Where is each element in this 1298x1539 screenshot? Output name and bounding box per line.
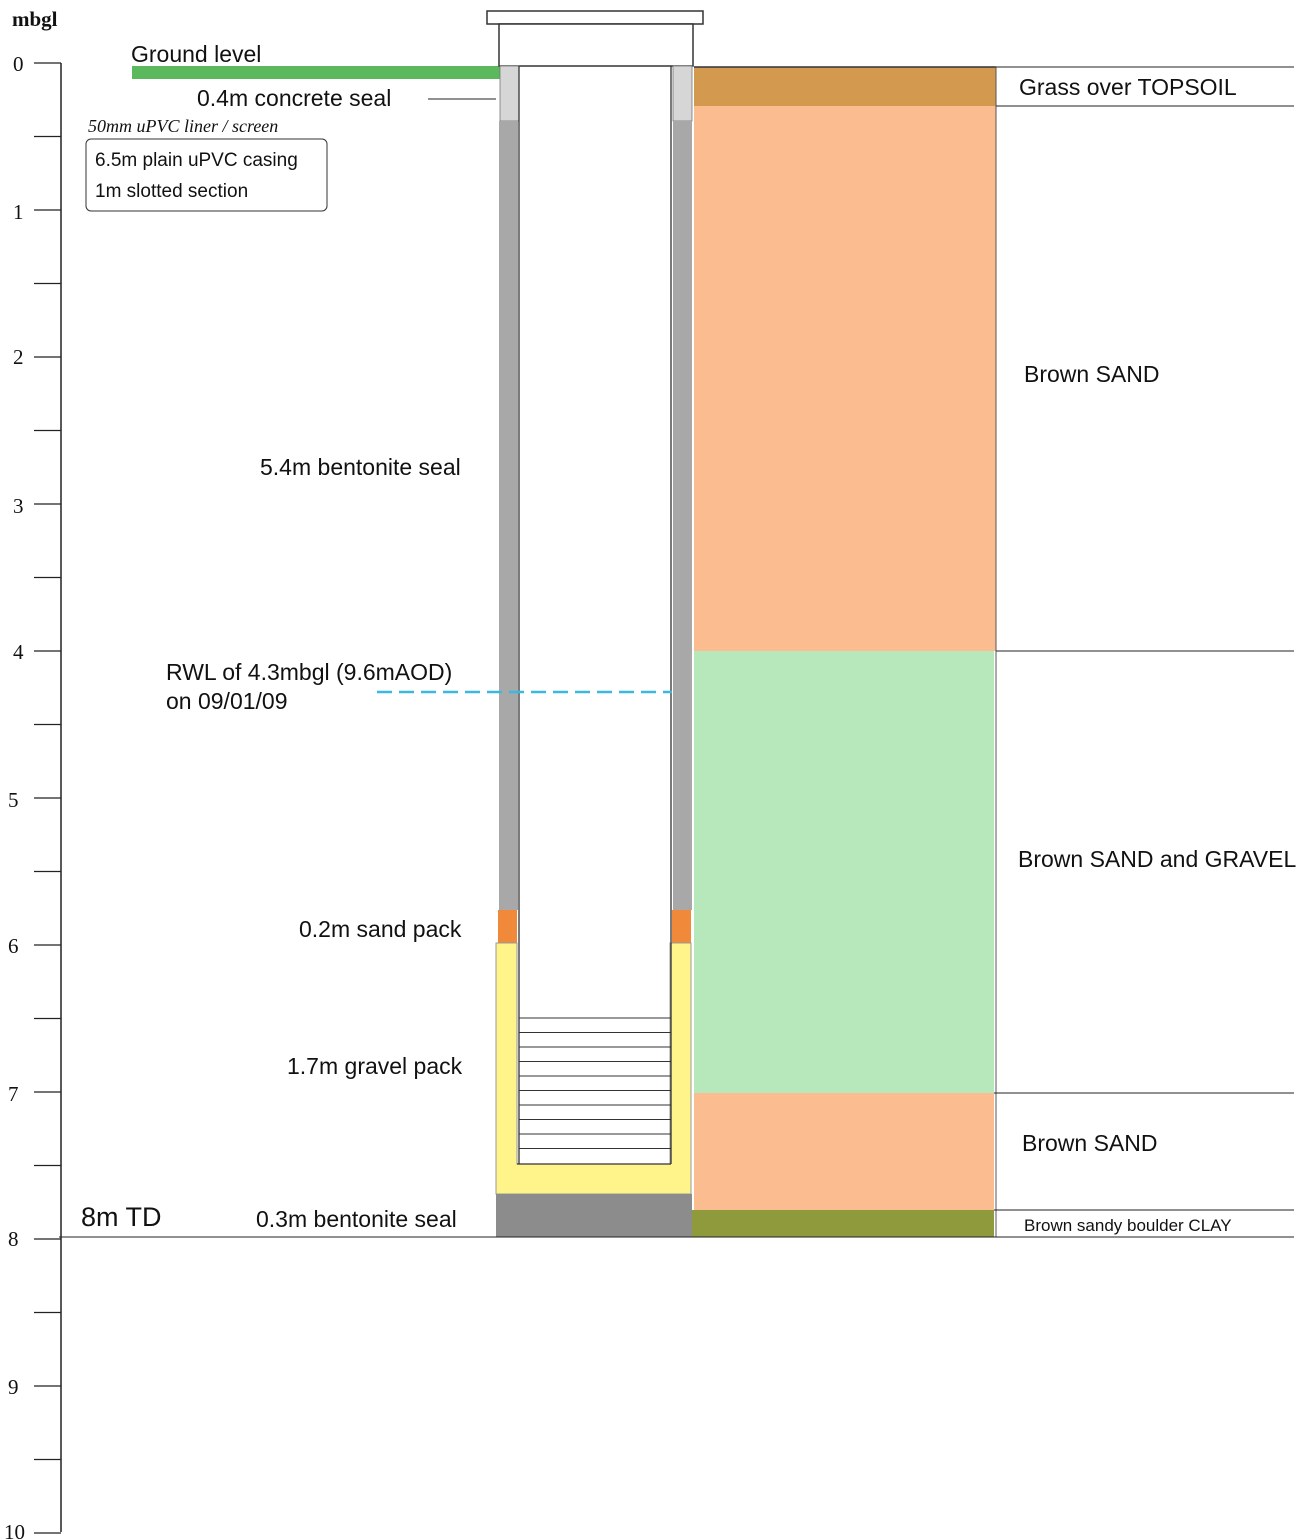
axis-unit-label: mbgl [12,7,58,31]
well-headworks [486,10,704,67]
slotted-screen [519,1017,671,1150]
strata-boundaries [994,66,1294,1211]
bentonite-seal-label: 5.4m bentonite seal [260,454,461,480]
gravel-pack [495,942,692,1195]
axis-tick-label: 0 [13,52,24,76]
axis-ticks [34,62,61,1534]
concrete-seal-label: 0.4m concrete seal [197,85,391,111]
axis-tick-label: 1 [13,200,24,224]
strata-column [692,66,997,1237]
ground-level-label: Ground level [131,41,261,67]
bentonite-seal-right [673,121,692,910]
concrete-seal-left [499,65,520,122]
stratum-topsoil [694,67,996,106]
stratum-boulder-clay [692,1210,994,1237]
stratum-label: Brown SAND [1022,1130,1157,1156]
casing-info-box [85,138,328,212]
casing-label: 6.5m plain uPVC casing [95,150,298,171]
axis-tick-label: 4 [13,640,24,664]
axis-tick-label: 5 [8,788,19,812]
sand-pack-right [672,910,691,943]
well-casing [517,66,672,1165]
strata-labels: Grass over TOPSOIL Brown SAND Brown SAND… [1018,74,1296,1235]
axis-labels: 0 1 2 3 4 5 6 7 8 9 10 [4,52,25,1539]
stratum-label: Brown SAND [1024,361,1159,387]
gravel-pack-label: 1.7m gravel pack [287,1053,463,1079]
slotted-label: 1m slotted section [95,181,248,202]
well-annotations: Ground level 0.4m concrete seal 50mm uPV… [81,41,496,1232]
axis-tick-label: 6 [8,934,19,958]
stratum-sand-and-gravel [694,651,994,1093]
depth-axis: mbgl 0 1 2 3 4 5 6 7 8 9 10 [4,7,62,1539]
stratum-label: Brown SAND and GRAVEL [1018,846,1296,872]
sand-pack-label: 0.2m sand pack [299,916,462,942]
ground-level-bar [132,66,500,79]
rwl-label-line2: on 09/01/09 [166,688,288,714]
bottom-seal-label: 0.3m bentonite seal [256,1206,457,1232]
stratum-label: Brown sandy boulder CLAY [1024,1216,1232,1235]
rwl-label-line1: RWL of 4.3mbgl (9.6mAOD) [166,659,452,685]
axis-tick-label: 3 [13,494,24,518]
well-cap [486,10,704,25]
axis-tick-label: 10 [4,1520,25,1539]
bottom-bentonite-seal [496,1194,692,1237]
axis-tick-label: 2 [13,345,24,369]
stratum-brown-sand-lower [694,1093,994,1210]
stratum-brown-sand-upper [694,106,996,651]
sand-pack-left [498,910,517,943]
total-depth-label: 8m TD [81,1202,162,1232]
axis-tick-label: 8 [8,1227,19,1251]
stratum-label: Grass over TOPSOIL [1019,74,1237,100]
well-cover-box [498,23,694,67]
concrete-seal-right [672,65,693,122]
axis-tick-label: 7 [8,1082,19,1106]
bentonite-seal-left [499,121,518,910]
axis-tick-label: 9 [8,1375,19,1399]
liner-label: 50mm uPVC liner / screen [88,116,278,136]
